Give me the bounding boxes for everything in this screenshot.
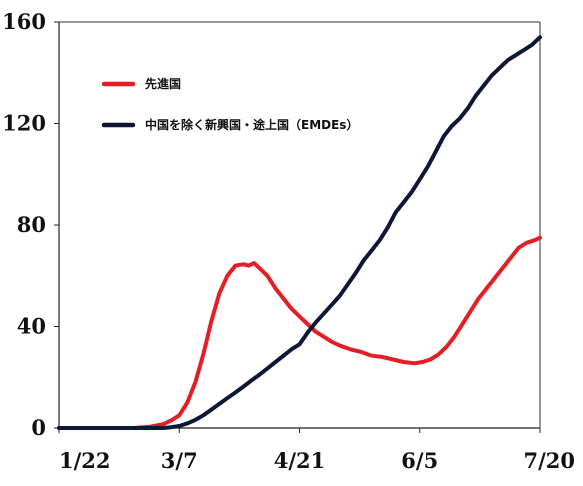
y-axis-ticks: 0 40 80 120 160	[2, 9, 59, 440]
series-layer	[57, 35, 542, 430]
x-tick-label: 6/5	[401, 448, 438, 473]
y-tick-label: 80	[17, 212, 46, 237]
legend: 先進国 中国を除く新興国・途上国（EMDEs）	[101, 76, 358, 132]
y-tick-label: 120	[2, 111, 46, 136]
x-tick-label: 3/7	[161, 448, 198, 473]
series-line-advanced-economies	[57, 235, 542, 430]
x-tick-label: 4/21	[274, 448, 326, 473]
legend-entry-advanced-economies: 先進国	[101, 76, 181, 91]
y-tick-label: 160	[2, 9, 46, 34]
legend-label-emdes: 中国を除く新興国・途上国（EMDEs）	[145, 117, 358, 132]
x-axis-ticks: 1/22 3/7 4/21 6/5 7/20	[58, 428, 575, 473]
y-tick-label: 0	[31, 415, 46, 440]
legend-label-advanced-economies: 先進国	[145, 76, 181, 91]
series-line-emdes	[57, 35, 542, 430]
legend-entry-emdes: 中国を除く新興国・途上国（EMDEs）	[101, 117, 358, 132]
x-tick-label: 1/22	[59, 448, 111, 473]
x-tick-label: 7/20	[523, 448, 575, 473]
y-tick-label: 40	[17, 314, 46, 339]
